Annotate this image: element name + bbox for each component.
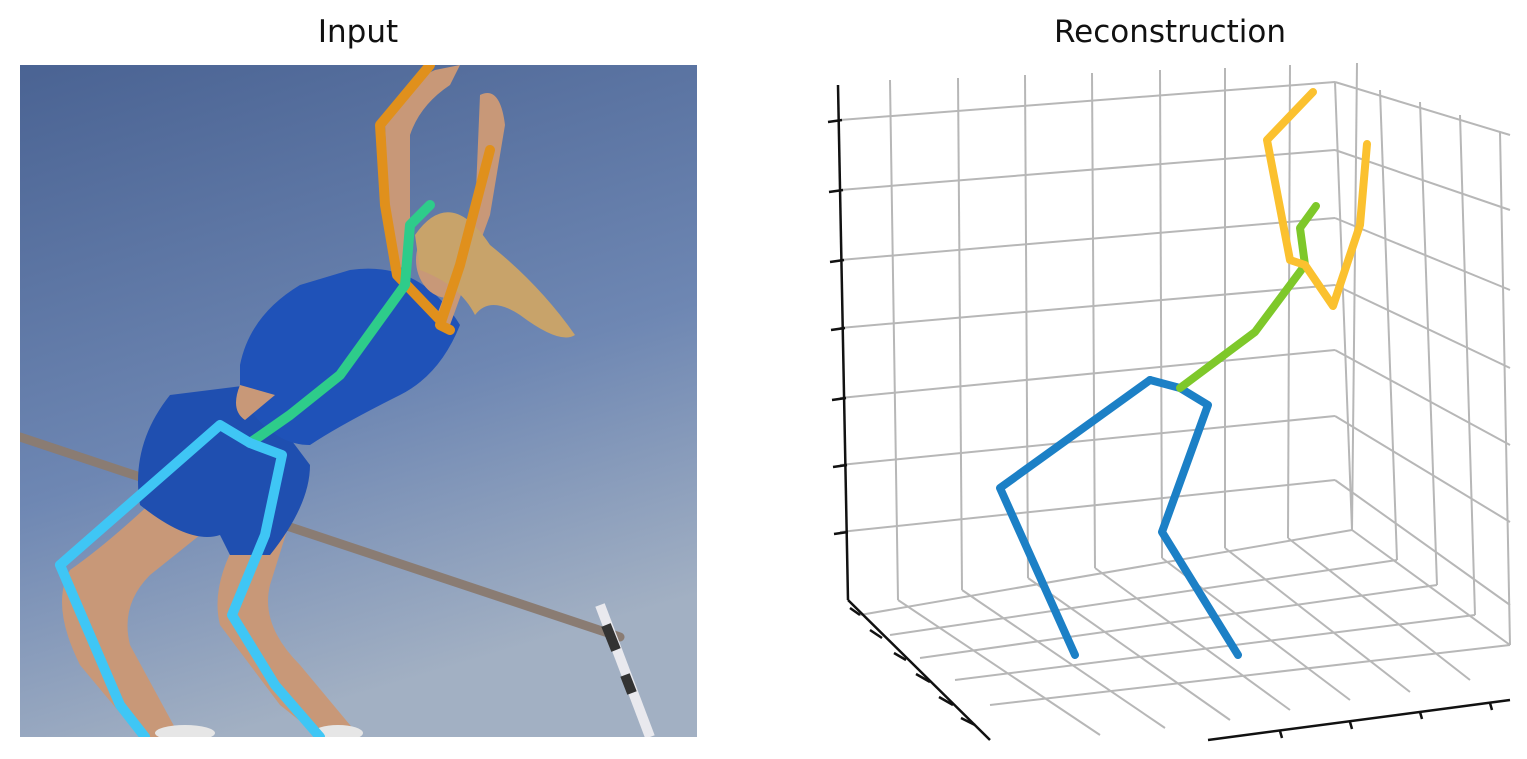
pose-3d-skeleton (996, 88, 1371, 659)
pose-3d-arm-right (1263, 88, 1317, 269)
pose-2d-skeleton (55, 65, 495, 737)
z-axis-ticks (827, 118, 849, 536)
pose-3d-leg-left (1146, 376, 1242, 659)
grid-back-wall-horizontals (839, 81, 1336, 533)
pose-2d-leg-left (227, 438, 325, 737)
high-jump-bar (20, 432, 655, 737)
x-axis-ticks (849, 606, 976, 727)
pose-2d-leg-right (55, 420, 255, 737)
pose-2d-spine (245, 200, 435, 448)
input-panel-title: Input (317, 14, 399, 50)
pose-3d-leg-right (996, 376, 1154, 659)
y-axis-ticks (1278, 702, 1494, 739)
plot-axes (836, 84, 1511, 742)
pose-2d-arm-left (435, 145, 495, 335)
reconstruction-3d-plot (827, 62, 1511, 742)
grid-back-wall-verticals (889, 62, 1358, 601)
pose-2d-arm-right (375, 65, 445, 325)
z-axis (836, 84, 850, 601)
input-photo (20, 65, 697, 737)
x-axis (847, 599, 991, 741)
reconstruction-panel-title: Reconstruction (1053, 14, 1286, 50)
grid-floor (859, 529, 1511, 736)
grid-side-wall (1334, 81, 1511, 646)
pose-3d-arm-left (1301, 140, 1371, 310)
y-axis (1207, 698, 1511, 742)
